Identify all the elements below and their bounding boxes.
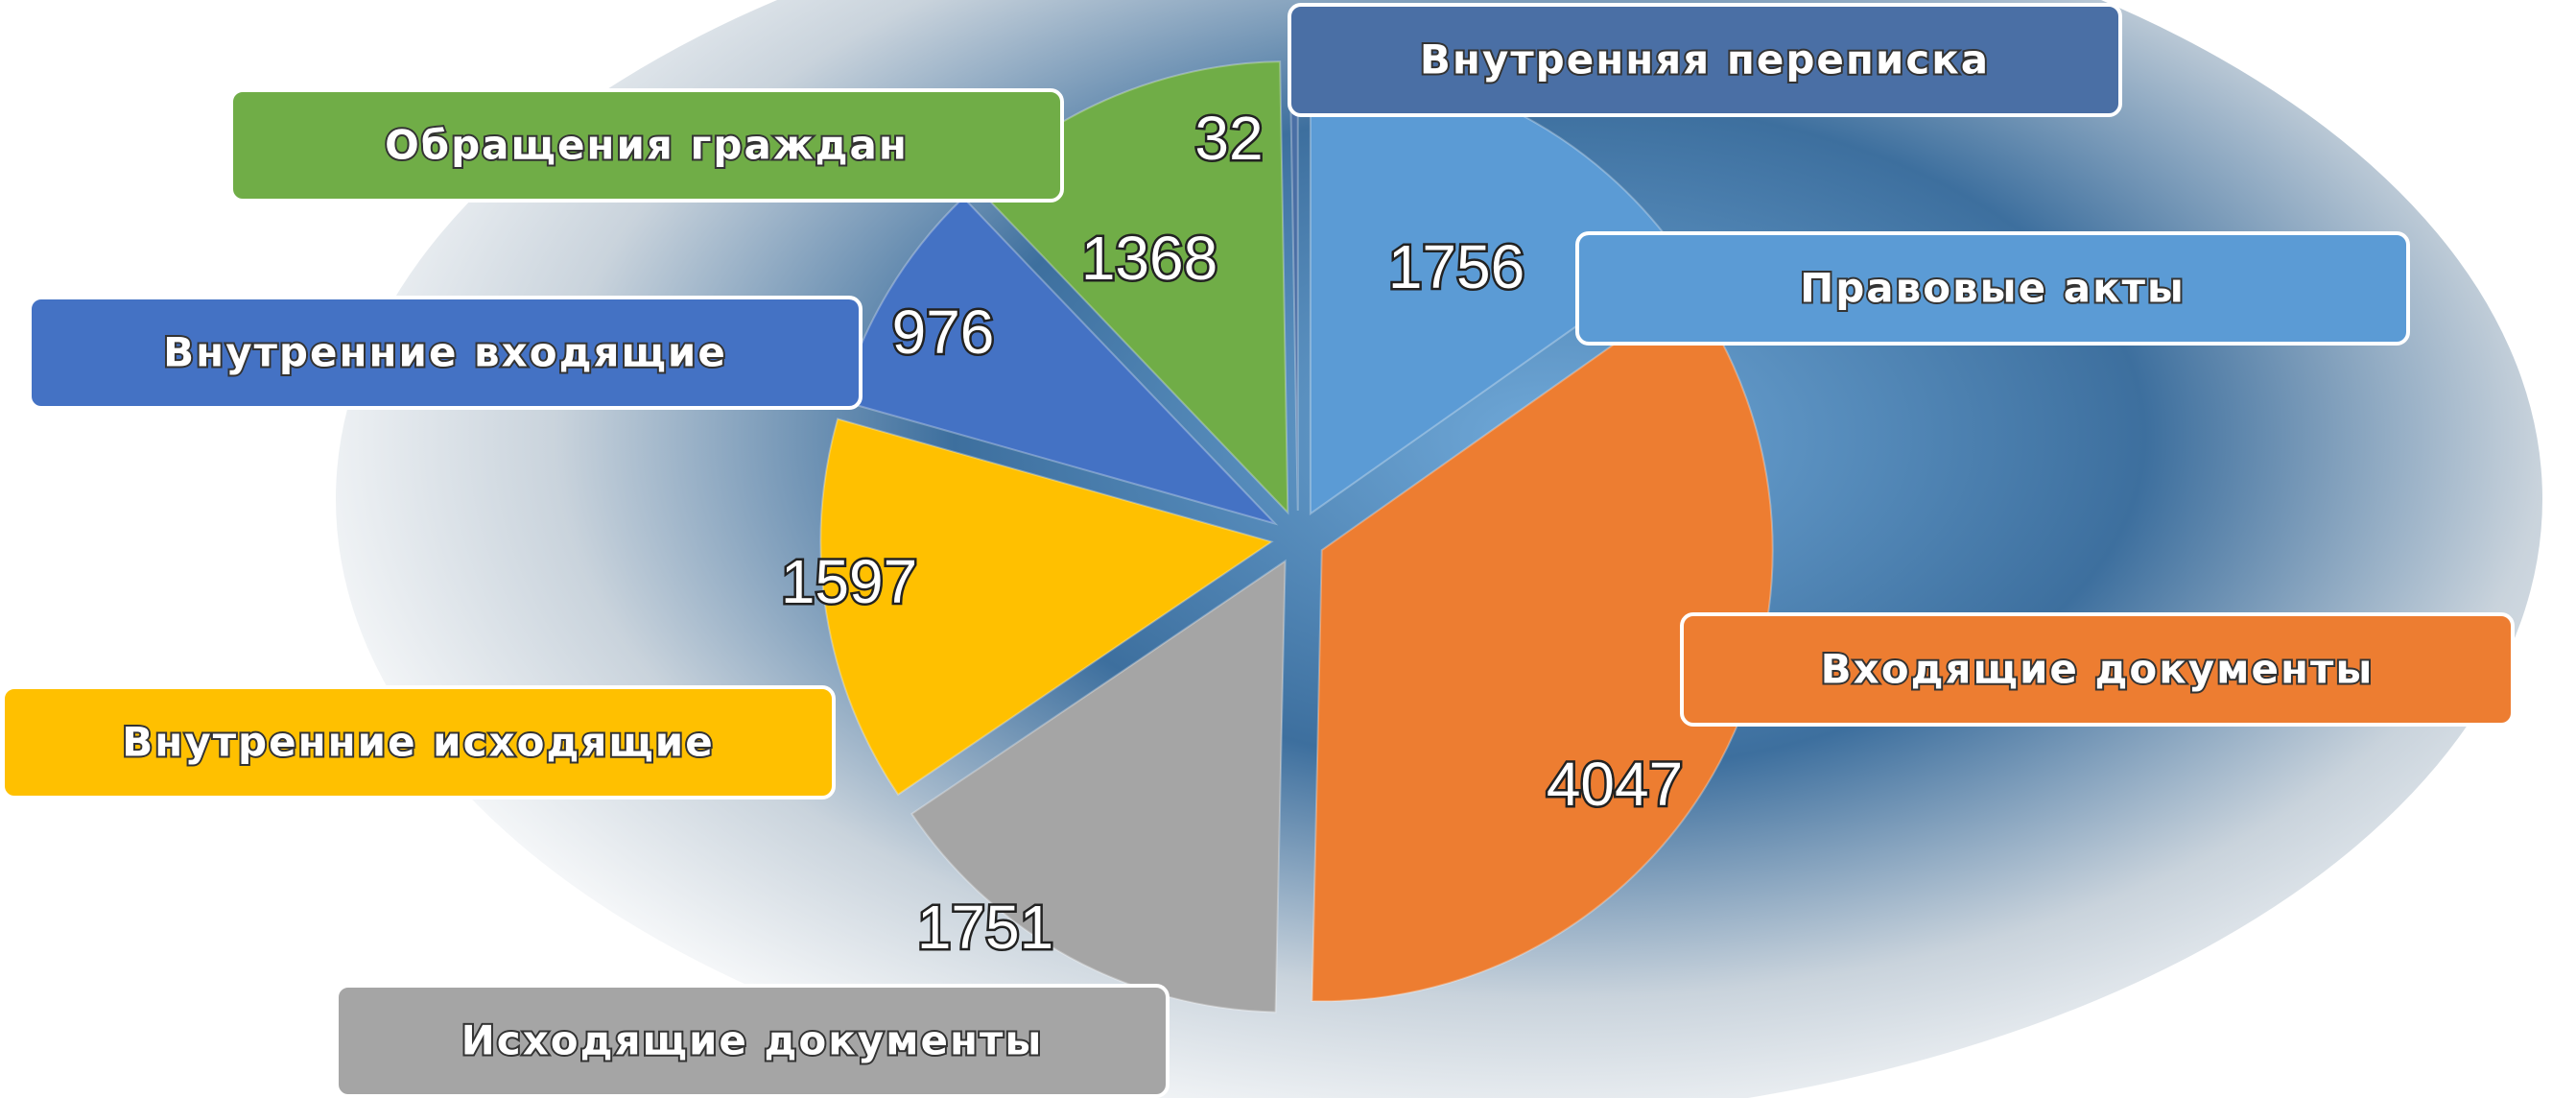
category-label: Входящие документы: [1821, 646, 2375, 693]
value-label: 1751: [917, 893, 1053, 962]
pie-slice: [1311, 289, 1774, 1003]
category-box: [229, 88, 1064, 203]
category-label: Правовые акты: [1800, 265, 2186, 312]
pie-slice: [819, 418, 1274, 797]
value-label: 1597: [781, 547, 917, 616]
category-label: Внутренняя переписка: [1420, 36, 1990, 84]
labels: Правовые акты 1756 Входящие документы 4047 И…: [1, 3, 2515, 1098]
category-label: Исходящие документы: [461, 1017, 1044, 1064]
value-label: 1368: [1081, 224, 1217, 293]
value-label: 976: [892, 298, 995, 367]
category-box: [1680, 612, 2515, 727]
category-label: Обращения граждан: [385, 122, 909, 169]
category-box: [1575, 231, 2410, 346]
category-label: Внутренние входящие: [163, 329, 727, 376]
value-label: 4047: [1547, 750, 1683, 819]
category-box: [1288, 3, 2122, 117]
category-box: [28, 296, 863, 410]
pie-slice: [910, 559, 1287, 1014]
category-label: Внутренние исходящие: [122, 719, 714, 766]
category-box: [1, 685, 836, 800]
category-box: [335, 984, 1170, 1098]
value-label: 1756: [1388, 232, 1524, 301]
value-label: 32: [1194, 104, 1263, 173]
